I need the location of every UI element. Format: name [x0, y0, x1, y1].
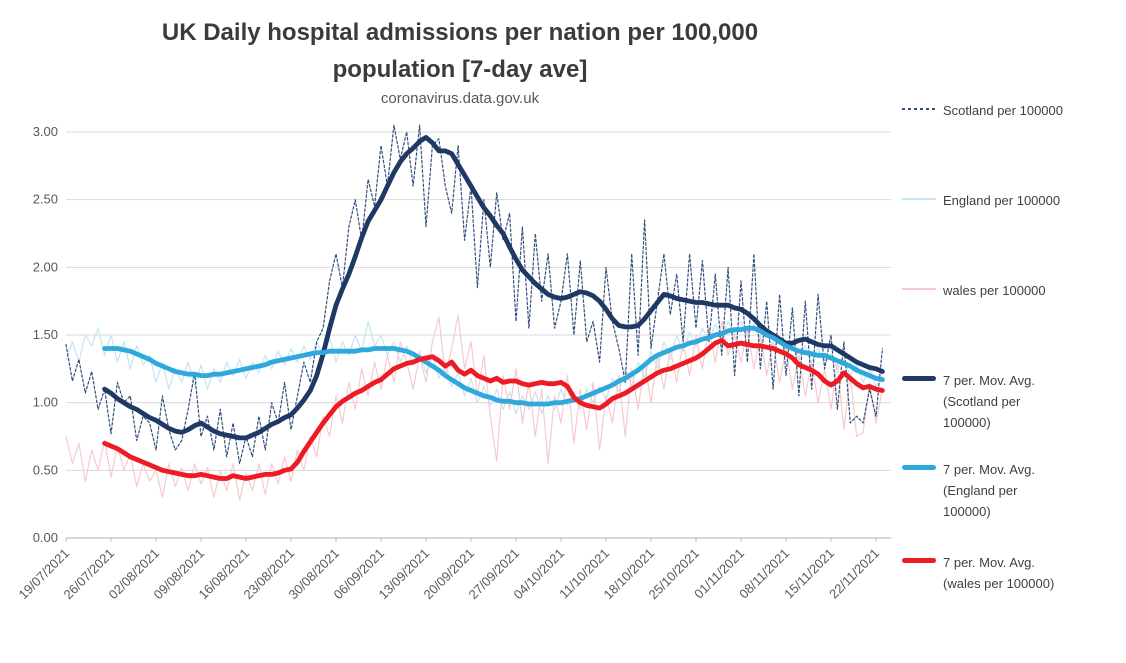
x-axis-ticks: [65, 538, 877, 542]
y-tick-label: 0.00: [33, 530, 58, 545]
legend-label: wales per 100000: [943, 283, 1046, 298]
england-moving-average-line-swatch-icon: [902, 459, 936, 475]
chart-title-line1: UK Daily hospital admissions per nation …: [161, 19, 759, 46]
y-tick-label: 2.50: [33, 192, 58, 207]
series-line-wales-per-100000: [65, 314, 884, 501]
series-line-scotland-per-100000: [65, 124, 884, 465]
chart-title-line2: population [7-day ave]: [332, 56, 588, 83]
y-tick-label: 2.00: [33, 259, 58, 274]
england-daily-line-swatch-icon: [902, 190, 936, 206]
legend-item-scotland-daily: Scotland per 100000: [902, 100, 1065, 121]
legend: Scotland per 100000 England per 100000 w…: [898, 0, 1124, 663]
legend-item-scotland-moving-average: 7 per. Mov. Avg. (Scotland per 100000): [902, 370, 1065, 433]
scotland-daily-line-swatch-icon: [902, 100, 936, 116]
legend-label: 7 per. Mov. Avg. (Scotland per 100000): [943, 373, 1036, 430]
y-tick-label: 0.50: [33, 462, 58, 477]
wales-moving-average-line-swatch-icon: [902, 552, 936, 568]
chart-subtitle: coronavirus.data.gov.uk: [380, 90, 540, 107]
legend-item-england-moving-average: 7 per. Mov. Avg. (England per 100000): [902, 459, 1065, 522]
x-axis-labels: 19/07/202126/07/202102/08/202109/08/2021…: [15, 546, 882, 603]
y-axis-labels: 0.00 0.50 1.00 1.50 2.00 2.50 3.00: [33, 124, 58, 545]
legend-label: Scotland per 100000: [943, 103, 1063, 118]
gridlines: [66, 131, 891, 471]
legend-item-england-daily: England per 100000: [902, 190, 1065, 211]
wales-daily-line-swatch-icon: [902, 280, 936, 296]
y-tick-label: 1.50: [33, 327, 58, 342]
series-line-7-per-mov-avg-scotland-per-100000: [102, 134, 885, 441]
series-line-7-per-mov-avg-england-per-100000: [102, 325, 885, 407]
legend-label: 7 per. Mov. Avg. (wales per 100000): [943, 555, 1055, 591]
legend-label: 7 per. Mov. Avg. (England per 100000): [943, 462, 1036, 519]
legend-item-wales-moving-average: 7 per. Mov. Avg. (wales per 100000): [902, 552, 1065, 594]
y-tick-label: 1.00: [33, 395, 58, 410]
legend-item-wales-daily: wales per 100000: [902, 280, 1065, 301]
scotland-moving-average-line-swatch-icon: [902, 370, 936, 386]
y-tick-label: 3.00: [33, 124, 58, 139]
series-line-7-per-mov-avg-wales-per-100000: [102, 337, 885, 481]
chart-title-block: UK Daily hospital admissions per nation …: [0, 14, 920, 109]
legend-label: England per 100000: [943, 193, 1061, 208]
